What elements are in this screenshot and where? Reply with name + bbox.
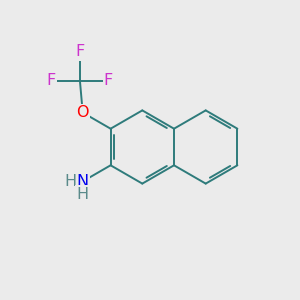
Text: H: H — [77, 187, 89, 202]
Text: F: F — [104, 73, 113, 88]
Text: O: O — [76, 105, 89, 120]
Text: F: F — [47, 73, 56, 88]
Text: H: H — [64, 174, 76, 189]
Text: F: F — [75, 44, 85, 59]
Text: N: N — [77, 174, 89, 189]
